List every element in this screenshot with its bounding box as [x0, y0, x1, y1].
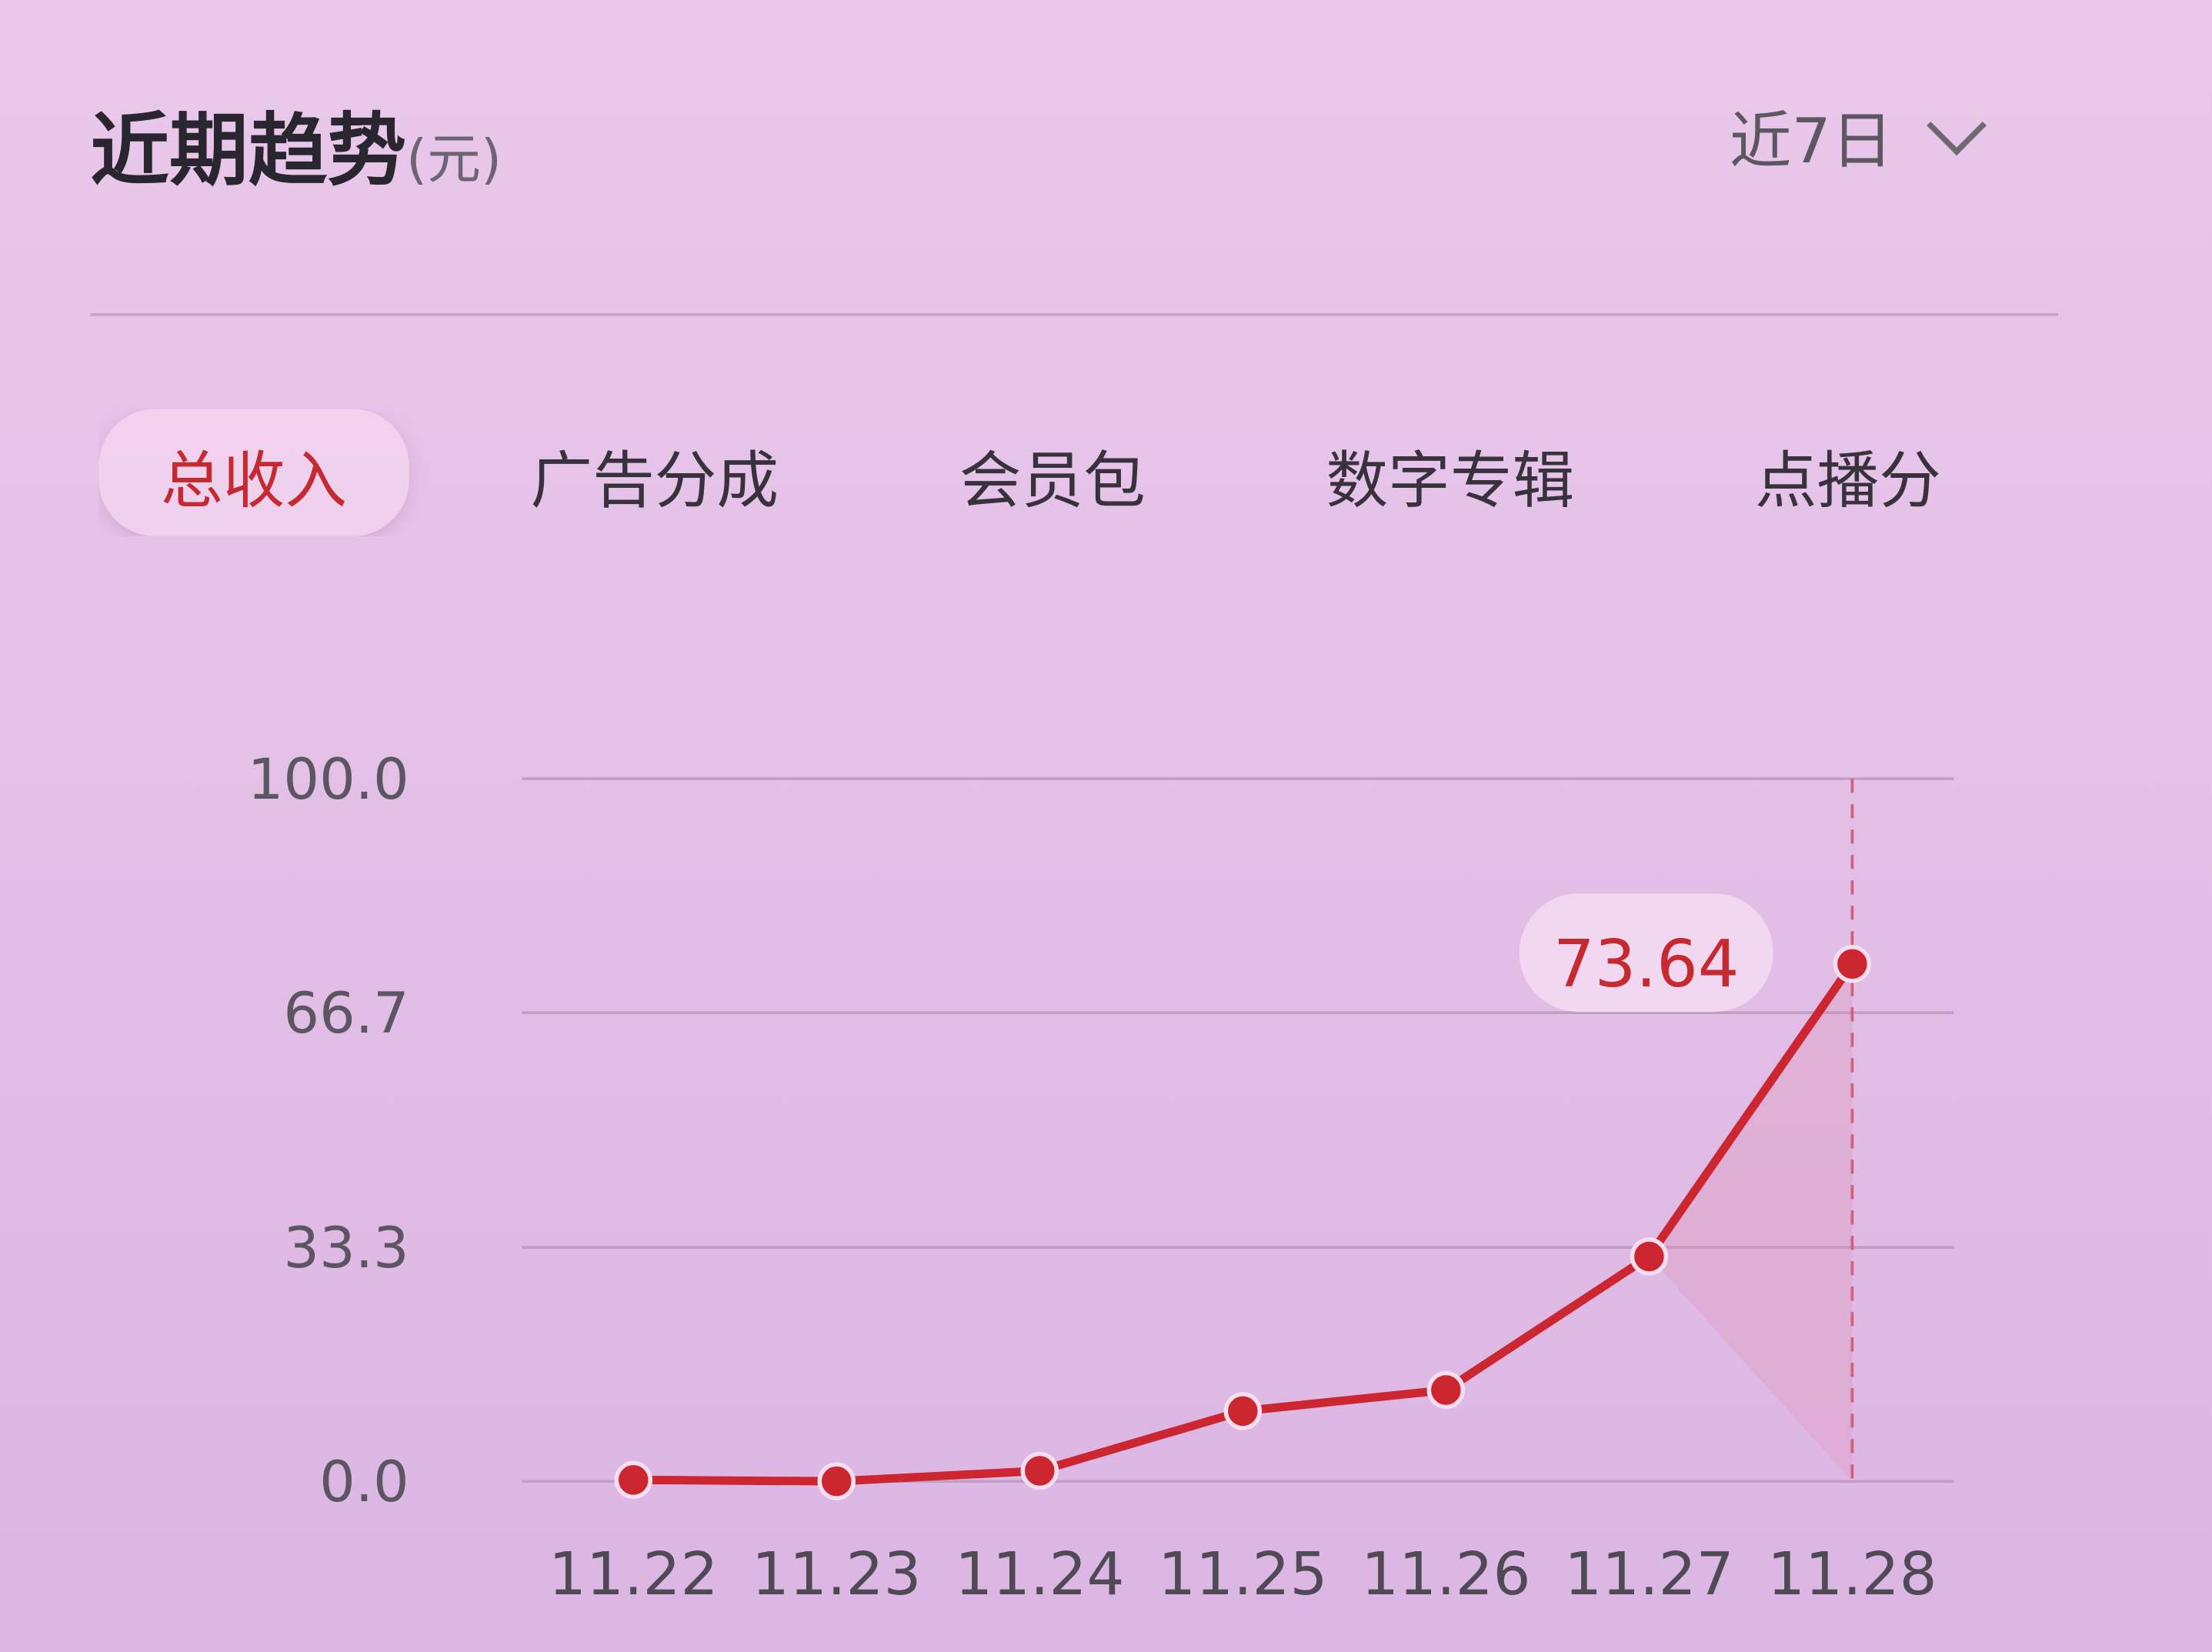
- y-tick-label: 33.3: [283, 1216, 409, 1281]
- x-tick-label: 11.23: [752, 1540, 921, 1609]
- data-point: [1223, 1392, 1263, 1430]
- tab-total-income[interactable]: 总收入: [98, 409, 409, 536]
- x-tick-label: 11.26: [1361, 1540, 1530, 1609]
- data-point: [1426, 1370, 1466, 1410]
- range-dropdown[interactable]: 近7日: [1729, 90, 1987, 180]
- unit-label: (元): [406, 128, 502, 191]
- page-title: 近期趋势(元): [90, 88, 502, 202]
- data-point: [1630, 1237, 1669, 1276]
- range-label: 近7日: [1729, 105, 1893, 179]
- tab-ad-share[interactable]: 广告分成: [530, 446, 779, 518]
- category-tabs: 总收入 广告分成 会员包 数字专辑 点播分: [98, 409, 2060, 536]
- data-point: [817, 1462, 856, 1500]
- x-tick-label: 11.27: [1564, 1540, 1733, 1609]
- tab-on-demand[interactable]: 点播分: [1754, 446, 1941, 518]
- x-tick-label: 11.22: [549, 1540, 718, 1609]
- value-tooltip-label: 73.64: [1553, 926, 1739, 1002]
- x-tick-label: 11.25: [1158, 1540, 1327, 1609]
- y-tick-label: 0.0: [319, 1450, 409, 1515]
- y-tick-label: 66.7: [283, 981, 409, 1046]
- data-point: [614, 1460, 652, 1500]
- tab-membership[interactable]: 会员包: [959, 446, 1146, 518]
- data-point: [1833, 945, 1872, 983]
- x-tick-label: 11.24: [955, 1540, 1124, 1609]
- data-point: [1020, 1451, 1059, 1490]
- y-tick-label: 100.0: [248, 747, 409, 813]
- title-text: 近期趋势: [90, 105, 407, 198]
- highlight-area: [1649, 963, 1853, 1482]
- value-tooltip: [1519, 893, 1773, 1013]
- tab-digital-album[interactable]: 数字专辑: [1326, 446, 1575, 518]
- divider: [90, 313, 2059, 316]
- x-tick-label: 11.28: [1767, 1540, 1937, 1609]
